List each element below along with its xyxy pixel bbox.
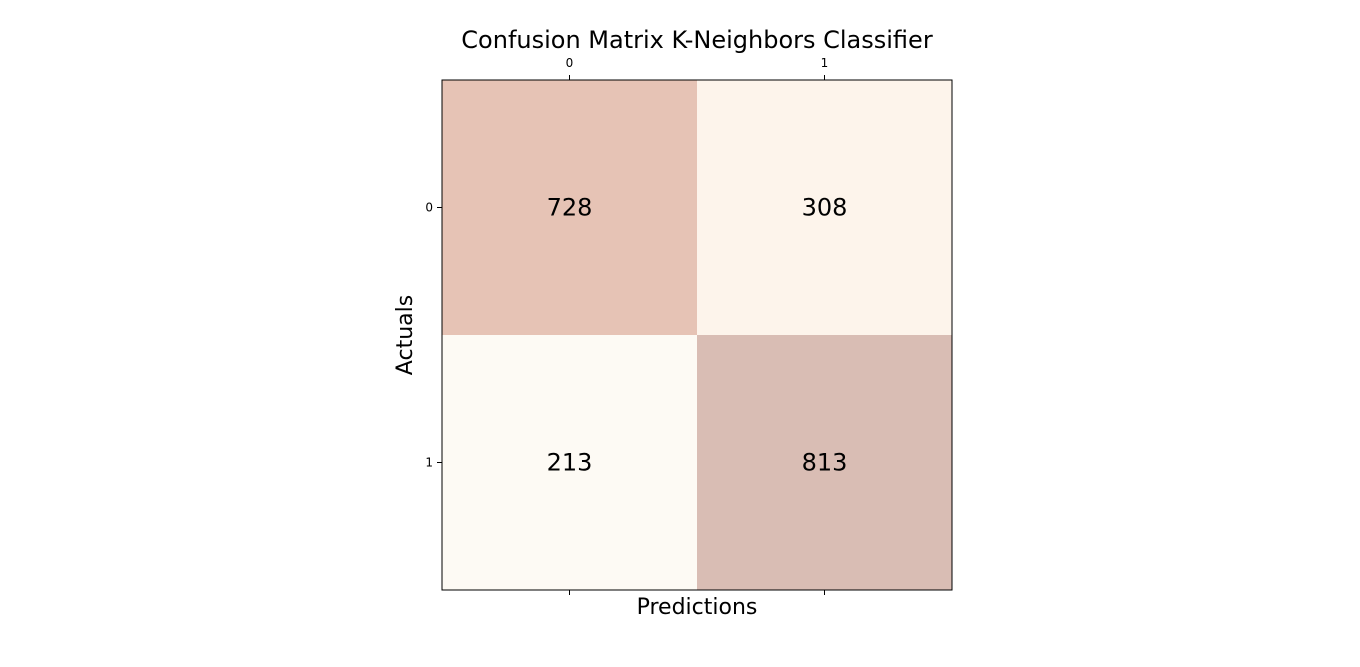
heatmap-cell xyxy=(697,335,952,590)
axis-ticks: 0 1 0 1 xyxy=(425,56,828,595)
heatmap-cell xyxy=(442,335,697,590)
x-tick-label: 0 xyxy=(566,56,574,70)
y-tick-label: 1 xyxy=(425,456,433,470)
heatmap-cells: 728 308 213 813 xyxy=(442,80,952,590)
chart-title: Confusion Matrix K-Neighbors Classifier xyxy=(461,26,933,54)
cell-value-label: 728 xyxy=(547,194,593,222)
y-axis-label: Actuals xyxy=(393,295,418,375)
cell-value-label: 813 xyxy=(802,449,848,477)
x-tick-label: 1 xyxy=(821,56,829,70)
y-tick-label: 0 xyxy=(425,201,433,215)
cell-value-label: 308 xyxy=(802,194,848,222)
cell-value-label: 213 xyxy=(547,449,593,477)
plot-frame xyxy=(441,79,953,591)
x-axis-label: Predictions xyxy=(637,595,758,620)
heatmap-cell xyxy=(442,80,697,335)
heatmap-cell xyxy=(697,80,952,335)
